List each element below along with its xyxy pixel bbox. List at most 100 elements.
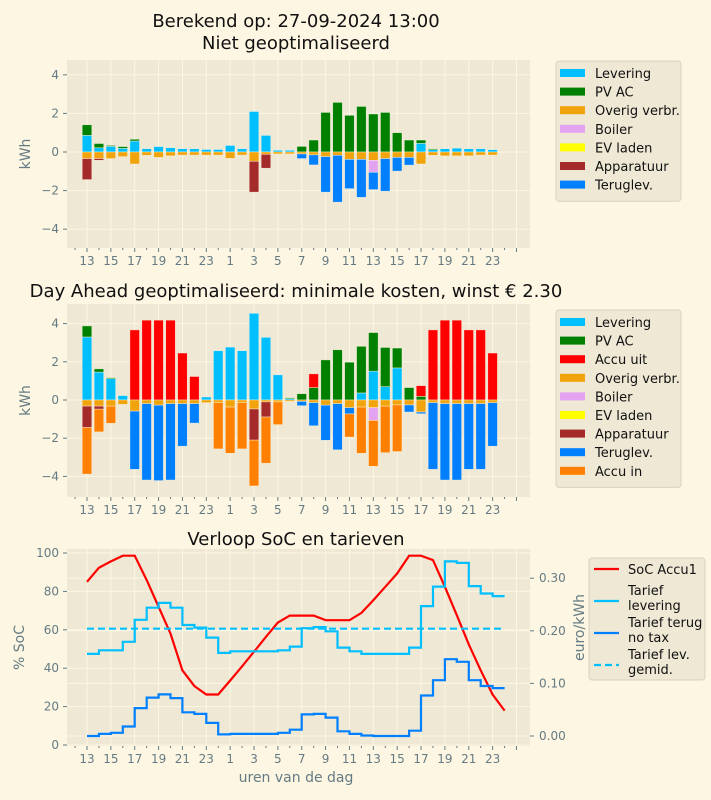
bar: [332, 102, 343, 153]
bar: [129, 138, 140, 142]
x-tick-label: 5: [274, 503, 282, 517]
bar: [475, 148, 486, 153]
bar: [415, 411, 427, 415]
bar: [117, 146, 128, 149]
bar: [368, 113, 379, 153]
x-tick-label: 13: [366, 752, 381, 766]
legend-label: Teruglev.: [594, 446, 653, 461]
x-tick-label: 21: [461, 503, 476, 517]
legend-label-line: Tarief lev.: [627, 648, 690, 663]
bar: [93, 151, 105, 159]
bar: [248, 408, 260, 441]
y-tick-label: −2: [41, 431, 59, 445]
bar: [356, 399, 367, 408]
bar: [189, 151, 200, 156]
series-boiler: [368, 159, 379, 173]
bar: [308, 151, 319, 156]
bar: [427, 149, 439, 153]
legend-swatch: [560, 180, 585, 189]
bar: [427, 151, 439, 156]
x-tick-label: 17: [413, 752, 428, 766]
bar: [320, 112, 331, 153]
bar: [368, 370, 379, 401]
y-axis-label-right: euro/kWh: [572, 594, 588, 661]
bar: [260, 154, 272, 169]
bar: [463, 151, 474, 157]
bar: [404, 151, 415, 158]
bar: [404, 139, 415, 153]
bar: [189, 399, 200, 404]
bar: [308, 402, 319, 427]
x-tick-label: 21: [175, 254, 190, 268]
bar: [332, 154, 343, 203]
x-tick-label: 1: [226, 254, 234, 268]
x-tick-label: 19: [151, 752, 166, 766]
legend-label: Tarief levering: [627, 584, 681, 614]
bar: [201, 396, 212, 401]
bar: [177, 148, 188, 153]
bar: [344, 413, 355, 438]
x-tick-label: 19: [151, 254, 166, 268]
legend-swatch: [560, 448, 585, 457]
bar: [404, 387, 415, 401]
bar: [93, 405, 105, 410]
chart2: 420−2−413 15 17 19 21 23 1 3 5 7 9 11 13 15 17 19 21 23kW…: [18, 304, 682, 517]
legend-swatch: [560, 143, 585, 152]
bar: [93, 147, 105, 153]
legend-swatch: [560, 336, 585, 345]
legend-label: Boiler: [595, 390, 633, 405]
bar: [236, 148, 248, 153]
bar: [463, 399, 474, 404]
bar: [165, 399, 176, 404]
bar: [141, 399, 152, 404]
legend-label-line: Tarief terug: [627, 616, 702, 631]
bar: [332, 151, 343, 156]
bar: [439, 403, 451, 481]
bar: [225, 406, 236, 454]
x-tick-label: 15: [103, 752, 118, 766]
bar: [177, 403, 188, 447]
bar: [415, 399, 427, 413]
x-tick-label: 23: [199, 254, 214, 268]
bar: [284, 399, 295, 402]
bar: [248, 111, 260, 153]
bar: [213, 151, 224, 156]
x-tick-label: 3: [250, 503, 258, 517]
legend-swatch: [560, 355, 585, 364]
bar: [356, 159, 367, 198]
series-overig-verbr-: [81, 151, 498, 165]
series-levering: [81, 111, 498, 153]
y-tick-label: 2: [51, 106, 59, 120]
x-tick-label: 1: [226, 752, 234, 766]
bar: [236, 151, 248, 156]
bar: [81, 325, 93, 338]
y-tick-label-right: 0.30: [539, 571, 566, 585]
x-tick-label: 3: [250, 254, 258, 268]
bar: [248, 312, 260, 401]
bar: [248, 399, 260, 410]
bar: [93, 371, 105, 401]
bar: [463, 329, 474, 401]
bar: [320, 359, 331, 401]
y-axis-label: % SoC: [12, 625, 28, 670]
y-tick-label: −4: [41, 222, 59, 236]
legend-swatch: [560, 87, 585, 96]
chart1: 420−2−413 15 17 19 21 23 1 3 5 7 9 11 13 15 17 19 21 23kW…: [18, 60, 682, 268]
bar: [81, 124, 93, 136]
bar: [153, 404, 164, 481]
bar: [284, 397, 295, 399]
legend-swatch: [560, 124, 585, 133]
legend-box: [555, 60, 682, 202]
bar: [117, 399, 128, 405]
x-tick-label: 15: [103, 503, 118, 517]
bar: [296, 146, 307, 153]
x-tick-label: 19: [437, 503, 452, 517]
bar: [427, 399, 439, 403]
x-tick-label: 19: [151, 503, 166, 517]
bar: [415, 139, 427, 144]
bar: [356, 406, 367, 454]
bar: [117, 148, 128, 153]
bar: [153, 146, 164, 153]
x-tick-label: 23: [199, 503, 214, 517]
legend-label: Overig verbr.: [595, 104, 680, 119]
